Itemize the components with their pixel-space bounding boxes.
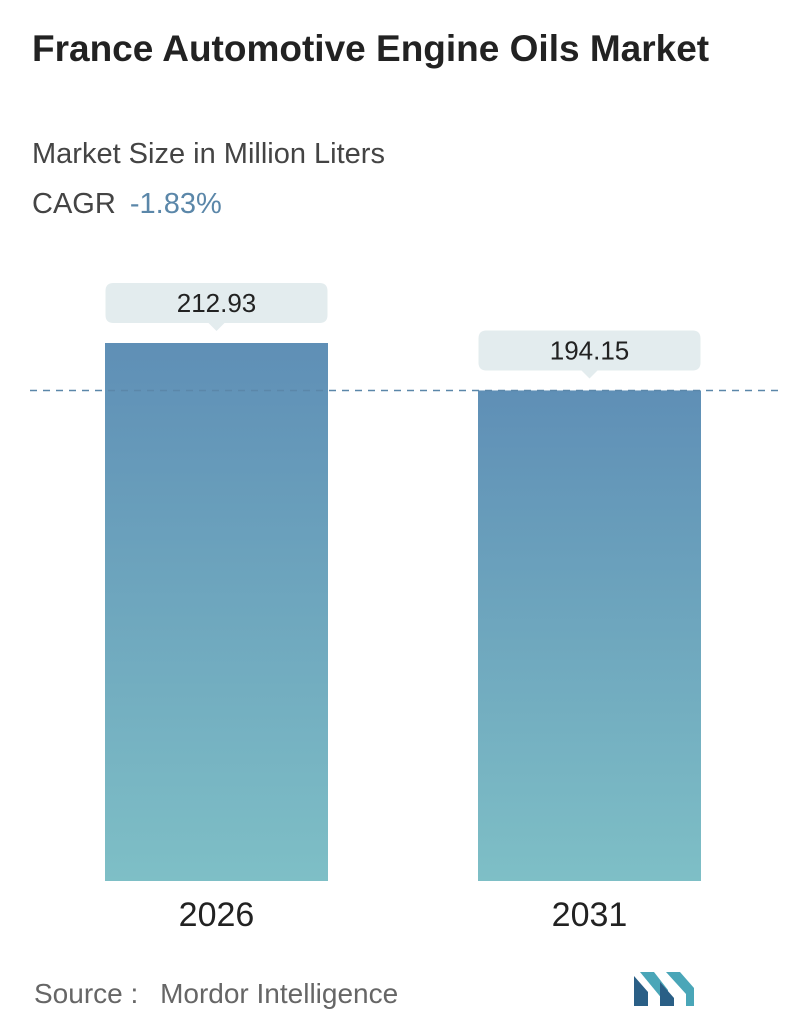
bar-2026 (105, 343, 328, 881)
source-value: Mordor Intelligence (160, 978, 399, 1009)
x-tick-label-2031: 2031 (552, 896, 628, 934)
data-label-2031: 194.15 (550, 335, 630, 365)
bar-2031 (478, 390, 701, 881)
value-label-box-2026 (105, 283, 328, 331)
cagr-line: CAGR -1.83% (32, 188, 222, 221)
chart-subtitle: Market Size in Million Liters (32, 138, 385, 170)
value-label-box-2031 (478, 330, 701, 379)
x-tick-label-2026: 2026 (179, 896, 255, 934)
source-label: Source : (34, 978, 139, 1009)
data-label-2026: 212.93 (177, 288, 257, 318)
mordor-intelligence-logo-icon (634, 972, 694, 1006)
source-credit: Source : Mordor Intelligence (34, 978, 398, 1010)
chart-title: France Automotive Engine Oils Market (32, 28, 710, 69)
cagr-label: CAGR (32, 188, 116, 220)
cagr-value: -1.83% (129, 188, 222, 220)
